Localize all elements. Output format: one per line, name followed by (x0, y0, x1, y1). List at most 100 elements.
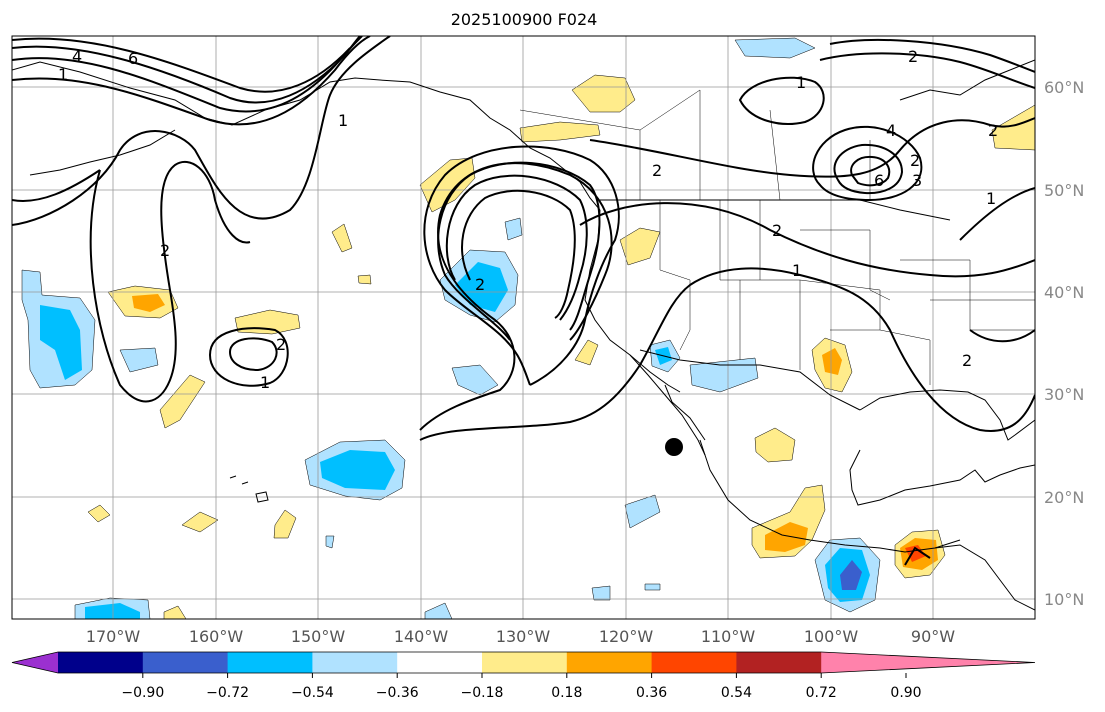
contour-label: 6 (874, 171, 884, 190)
lon-label: 140°W (394, 627, 449, 646)
contour-label: 1 (260, 373, 270, 392)
negative-anomaly-region (624, 494, 661, 529)
hawaiian-islands (229, 475, 269, 503)
contour-line (812, 125, 923, 202)
contour-line (850, 155, 891, 187)
lat-label: 60°N (1044, 78, 1084, 97)
colorbar-segment (482, 652, 568, 673)
contour-line (579, 202, 1035, 278)
contour-line (228, 337, 278, 372)
contour-line (208, 327, 289, 387)
alaska-coastline (12, 61, 601, 211)
negative-anomaly-region (734, 37, 816, 59)
contour-line (419, 267, 1035, 441)
contour-label: 2 (160, 241, 170, 260)
negative-anomaly-region (504, 217, 523, 241)
contour-label: 2 (910, 151, 920, 170)
contour-label: 2 (276, 335, 286, 354)
contour-label: 2 (988, 121, 998, 140)
contour-line (12, 160, 251, 403)
positive-anomaly-region (163, 605, 187, 619)
lon-label: 120°W (599, 627, 654, 646)
contour-line (461, 189, 576, 319)
contour-label-group: 1 4 6 2 1 1 2 2 2 1 1 2 4 6 2 1 2 2 3 2 (58, 47, 998, 392)
contour-label: 2 (908, 47, 918, 66)
lat-label: 10°N (1044, 590, 1084, 609)
contour-label: 4 (72, 47, 82, 66)
negative-anomaly-region (591, 585, 611, 601)
colorbar-segment (736, 652, 822, 673)
positive-anomaly-region (181, 511, 219, 533)
colorbar-tick-label: 0.72 (806, 685, 837, 701)
colorbar-tick-label: 0.90 (890, 685, 921, 701)
contour-line (419, 162, 613, 431)
colorbar-tick-label: 0.36 (636, 685, 667, 701)
contour-line (819, 38, 1035, 89)
contour-label: 1 (58, 65, 68, 84)
mexico-coastline (699, 439, 961, 553)
colorbar-segment (312, 652, 398, 673)
lon-label: 170°W (86, 627, 141, 646)
negative-anomaly-region (85, 603, 140, 619)
contour-line (445, 174, 588, 321)
positive-anomaly-region (571, 74, 636, 113)
lon-label: 100°W (804, 627, 859, 646)
contour-line (589, 117, 1035, 178)
contour-label: 6 (128, 49, 138, 68)
hudson-bay-coast (899, 59, 1035, 101)
colorbar-tick-label: −0.90 (121, 685, 164, 701)
contour-line (833, 143, 904, 195)
positive-anomaly-region (132, 294, 165, 312)
positive-anomaly-region (991, 104, 1035, 151)
colorbar-segment (142, 652, 229, 673)
contour-label: 2 (772, 221, 782, 240)
contour-label: 1 (796, 73, 806, 92)
positive-anomaly-region (822, 348, 842, 375)
contour-line (12, 36, 371, 126)
contour-label: 2 (475, 275, 485, 294)
colorbar-tick-label: 0.18 (551, 685, 582, 701)
gulf-coast-us (859, 389, 1035, 441)
positive-anomaly-region (331, 223, 353, 253)
negative-anomaly-region (840, 560, 862, 590)
filled-circle-marker (665, 438, 683, 456)
colorbar-tick-label: −0.36 (376, 685, 419, 701)
colorbar-tick-label: −0.72 (206, 685, 249, 701)
map-panel: 1 4 6 2 1 1 2 2 2 1 1 2 4 6 2 1 2 2 3 2 (12, 36, 1035, 619)
longitude-labels: 170°W 160°W 150°W 140°W 130°W 120°W 110°… (86, 627, 955, 646)
negative-anomaly-region (119, 347, 159, 373)
colorbar-tick-label: −0.18 (461, 685, 504, 701)
lat-label: 30°N (1044, 385, 1084, 404)
negative-anomaly-region (320, 450, 395, 490)
positive-anomaly-region (159, 374, 206, 429)
contour-line (437, 161, 601, 341)
lat-label: 50°N (1044, 181, 1084, 200)
colorbar-segment (58, 652, 144, 673)
contour-label: 2 (652, 161, 662, 180)
gridlines (12, 36, 1035, 619)
baja-california (629, 354, 706, 456)
negative-anomaly-region (424, 602, 453, 619)
positive-anomaly-region (765, 522, 808, 552)
positive-anomaly-region (519, 121, 601, 143)
contour-line (904, 546, 931, 566)
colorbar: −0.90 −0.72 −0.54 −0.36 −0.18 0.18 0.36 0.54 0.7… (11, 651, 1036, 701)
positive-anomaly-region (574, 339, 599, 366)
colorbar-extend-high (821, 652, 1035, 673)
map-frame (11, 35, 1036, 620)
lat-label: 20°N (1044, 488, 1084, 507)
colorbar-segment (566, 652, 653, 673)
positive-anomaly-region (619, 227, 661, 266)
negative-anomaly-region (40, 305, 82, 380)
positive-anomaly-region (273, 509, 297, 539)
colorbar-extend-low (12, 652, 58, 673)
shaded-field (21, 37, 1035, 619)
contour-lines (12, 36, 1035, 566)
colorbar-tick-label: 0.54 (721, 685, 752, 701)
positive-anomaly-region (87, 504, 111, 523)
contour-label: 1 (986, 189, 996, 208)
colorbar-outline (11, 651, 1036, 674)
positive-anomaly-region (357, 274, 372, 285)
central-america (934, 544, 1035, 611)
positive-anomaly-region (419, 157, 476, 213)
